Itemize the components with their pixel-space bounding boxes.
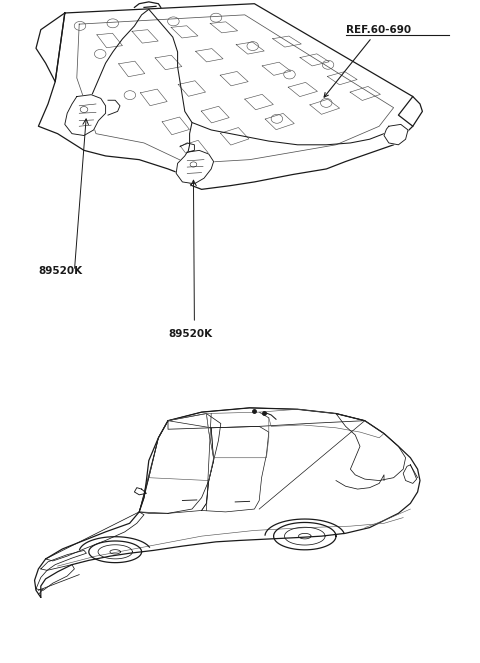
Polygon shape [65,95,106,135]
Polygon shape [176,151,214,184]
Text: REF.60-690: REF.60-690 [324,25,411,97]
Text: 89520K: 89520K [168,329,212,339]
Text: 89520K: 89520K [38,266,83,276]
Polygon shape [384,125,408,145]
